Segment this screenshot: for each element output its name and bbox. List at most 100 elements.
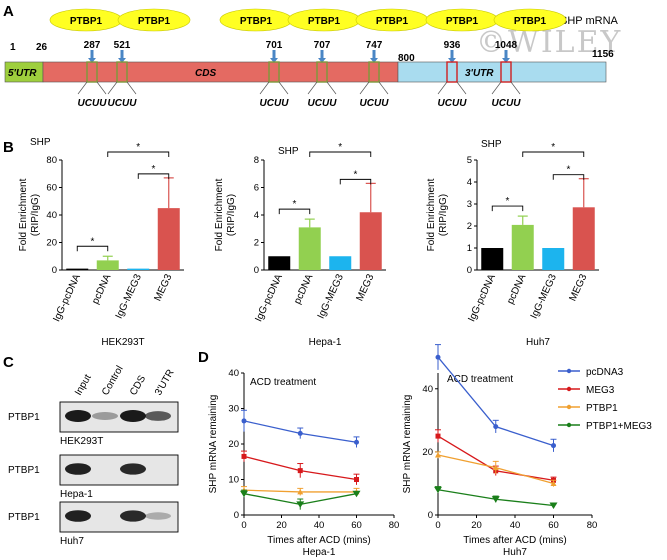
data-point xyxy=(491,496,500,503)
legend-label: PTBP1 xyxy=(586,403,618,414)
legend-item: PTBP1+MEG3 xyxy=(558,421,652,432)
ptbp1-oval: PTBP1 xyxy=(287,8,361,32)
y-tick-label: 40 xyxy=(228,368,239,379)
binding-site: 1048 UCUU xyxy=(492,40,522,109)
data-point xyxy=(241,418,247,424)
boundary-1: 1 xyxy=(10,42,16,53)
site-box xyxy=(446,61,458,83)
line-charts: 0 10 20 30 40 0 20 40 60 80 ACD treatment SHP mRNA … xyxy=(208,344,598,558)
ptbp1-oval-label: PTBP1 xyxy=(240,16,273,27)
segment-cds xyxy=(42,61,399,83)
protein-label: PTBP1 xyxy=(8,512,40,523)
legend-marker xyxy=(566,422,572,428)
category-label: pcDNA xyxy=(292,272,315,306)
bar xyxy=(329,256,352,270)
series xyxy=(241,450,360,485)
data-point xyxy=(492,464,499,471)
category-label: pcDNA xyxy=(90,272,113,306)
boundary-26: 26 xyxy=(36,42,48,53)
legend-label: pcDNA3 xyxy=(586,367,624,378)
site-arrowhead-icon xyxy=(370,58,378,63)
y-tick-label: 6 xyxy=(254,183,259,194)
x-tick-label: 80 xyxy=(587,520,598,531)
binding-site: 287 UCUU xyxy=(78,40,108,109)
x-tick-label: 40 xyxy=(314,520,325,531)
ptbp1-oval: PTBP1 xyxy=(355,8,429,32)
line-chart: 0 20 40 0 20 40 60 80 ACD treatment SHP mRNA rema… xyxy=(402,344,598,558)
blot-band xyxy=(65,510,91,522)
site-arrowhead-icon xyxy=(502,58,510,63)
motif-label: UCUU xyxy=(260,98,290,109)
cell-line-label: Huh7 xyxy=(526,337,550,348)
ptbp1-oval-label: PTBP1 xyxy=(70,16,103,27)
y-tick-label: 20 xyxy=(46,238,57,249)
lane-label: Input xyxy=(73,373,94,398)
significance-star: * xyxy=(91,236,95,247)
y-tick-label: 5 xyxy=(467,155,472,166)
ptbp1-oval: PTBP1 xyxy=(117,8,191,32)
category-label: MEG3 xyxy=(153,272,175,303)
significance-bracket xyxy=(309,151,372,157)
cell-line-label: Huh7 xyxy=(503,547,527,558)
legend-label: PTBP1+MEG3 xyxy=(586,421,652,432)
blot-band xyxy=(145,512,171,520)
y-tick-label: 3 xyxy=(467,199,472,210)
data-point xyxy=(352,490,361,498)
site-arrowhead-icon xyxy=(88,58,96,63)
y-tick-label: 4 xyxy=(254,210,259,221)
cell-line-label: Hepa-1 xyxy=(309,337,342,348)
lane-label: Control xyxy=(100,364,126,397)
blot-row: PTBP1 Huh7 xyxy=(8,501,179,547)
significance-star: * xyxy=(338,142,342,153)
site-position: 747 xyxy=(366,40,383,51)
x-tick-label: 40 xyxy=(510,520,521,531)
blot-band xyxy=(92,412,118,420)
bar xyxy=(66,268,89,270)
ptbp1-oval-label: PTBP1 xyxy=(376,16,409,27)
legend-label: MEG3 xyxy=(586,385,615,396)
ptbp1-ovals: PTBP1 PTBP1 PTBP1 PTBP1 PTBP1 PTBP1 PTBP1 xyxy=(49,8,567,32)
panel-d: D 0 10 20 30 40 0 20 40 60 80 ACD treatment SHP mRN… xyxy=(198,344,652,558)
y-axis-label: Fold Enrichment(RIP/IgG) xyxy=(18,178,41,251)
data-point xyxy=(493,424,499,430)
site-position: 707 xyxy=(314,40,331,51)
series xyxy=(435,344,557,452)
bar xyxy=(511,224,534,270)
bar xyxy=(481,248,504,270)
blot-band xyxy=(145,411,171,421)
significance-star: * xyxy=(354,169,358,180)
motif-connector xyxy=(359,81,370,95)
bar xyxy=(157,208,180,270)
binding-site: 707 UCUU xyxy=(308,40,338,109)
y-tick-label: 80 xyxy=(46,155,57,166)
ptbp1-oval: PTBP1 xyxy=(219,8,293,32)
data-point xyxy=(551,443,556,449)
ptbp1-oval: PTBP1 xyxy=(49,8,123,32)
significance-bracket xyxy=(522,151,585,157)
blot-band xyxy=(120,410,146,422)
bar xyxy=(359,212,382,270)
ptbp1-oval-shape xyxy=(493,8,567,32)
bar-chart: SHP 0 20 40 60 80 Fold Enrichment(RIP/IgG) IgG-… xyxy=(18,137,184,348)
cell-line-label: Huh7 xyxy=(60,536,84,547)
cell-line-label: HEK293T xyxy=(101,337,144,348)
motif-connector xyxy=(510,81,521,95)
bar xyxy=(268,256,291,270)
binding-site: 747 UCUU xyxy=(360,40,390,109)
y-axis-label: SHP mRNA remaining xyxy=(208,395,219,494)
boundary-800: 800 xyxy=(398,53,415,64)
series xyxy=(241,486,360,496)
motif-label: UCUU xyxy=(78,98,108,109)
site-position: 521 xyxy=(114,40,131,51)
segment-cds-label: CDS xyxy=(195,68,216,79)
legend: pcDNA3 MEG3 PTBP1 PTBP1+MEG3 xyxy=(558,367,652,432)
significance-bracket xyxy=(107,151,170,157)
blot-band xyxy=(65,463,91,475)
bar xyxy=(572,207,595,270)
western-blots: Input Control CDS 3'UTR PTBP1 HEK293T PTBP1 Hep… xyxy=(8,364,179,547)
category-label: pcDNA xyxy=(505,272,528,306)
x-tick-label: 20 xyxy=(471,520,482,531)
motif-connector xyxy=(77,81,88,95)
boundary-1156: 1156 xyxy=(592,49,614,60)
